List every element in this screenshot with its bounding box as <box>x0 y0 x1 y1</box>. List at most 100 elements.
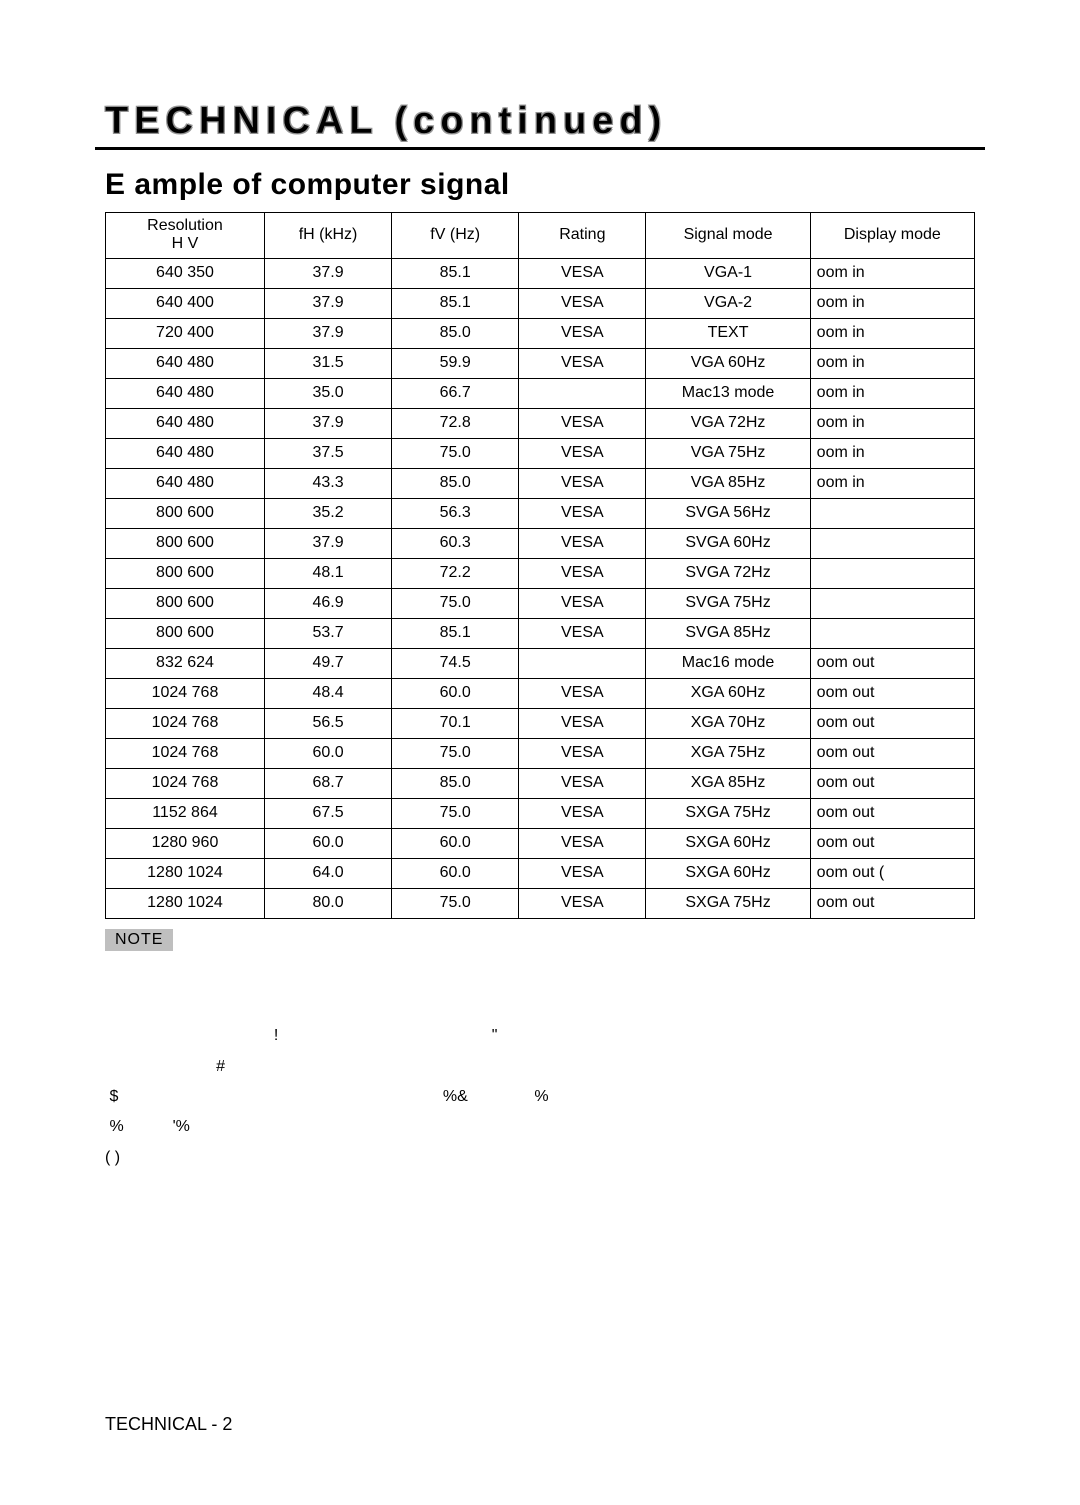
cell-rating: VESA <box>519 528 646 558</box>
cell-fv: 74.5 <box>392 648 519 678</box>
cell-fv: 75.0 <box>392 798 519 828</box>
cell-display-mode: oom out <box>810 648 974 678</box>
cell-rating: VESA <box>519 258 646 288</box>
cell-rating: VESA <box>519 558 646 588</box>
table-row: 1024 76860.075.0VESAXGA 75Hzoom out <box>106 738 975 768</box>
title-underline <box>95 147 985 150</box>
cell-display-mode <box>810 558 974 588</box>
cell-fh: 31.5 <box>264 348 391 378</box>
cell-display-mode: oom in <box>810 288 974 318</box>
page: TECHNICAL (continued) E ample of compute… <box>0 0 1080 1505</box>
table-row: 1280 102464.060.0VESASXGA 60Hzoom out ( <box>106 858 975 888</box>
cell-display-mode: oom out <box>810 828 974 858</box>
cell-signal-mode: XGA 70Hz <box>646 708 810 738</box>
cell-fh: 37.9 <box>264 258 391 288</box>
cell-fv: 66.7 <box>392 378 519 408</box>
cell-fv: 75.0 <box>392 738 519 768</box>
cell-signal-mode: VGA 60Hz <box>646 348 810 378</box>
page-footer: TECHNICAL - 2 <box>105 1414 232 1435</box>
table-row: 1024 76848.460.0VESAXGA 60Hzoom out <box>106 678 975 708</box>
cell-fv: 85.0 <box>392 768 519 798</box>
table-row: 640 48031.559.9VESAVGA 60Hzoom in <box>106 348 975 378</box>
cell-fv: 70.1 <box>392 708 519 738</box>
col-resolution-line2: H V <box>112 235 258 253</box>
cell-fh: 80.0 <box>264 888 391 918</box>
cell-signal-mode: VGA 72Hz <box>646 408 810 438</box>
table-row: 1280 96060.060.0VESASXGA 60Hzoom out <box>106 828 975 858</box>
table-row: 1024 76868.785.0VESAXGA 85Hzoom out <box>106 768 975 798</box>
col-display-mode: Display mode <box>810 213 974 259</box>
cell-fh: 48.1 <box>264 558 391 588</box>
cell-signal-mode: SXGA 60Hz <box>646 828 810 858</box>
cell-resolution: 1024 768 <box>106 678 265 708</box>
cell-fh: 64.0 <box>264 858 391 888</box>
table-row: 800 60035.256.3VESASVGA 56Hz <box>106 498 975 528</box>
cell-display-mode <box>810 588 974 618</box>
cell-fv: 85.0 <box>392 318 519 348</box>
col-signal-mode: Signal mode <box>646 213 810 259</box>
cell-display-mode <box>810 528 974 558</box>
cell-fh: 67.5 <box>264 798 391 828</box>
cell-signal-mode: SVGA 56Hz <box>646 498 810 528</box>
cell-signal-mode: XGA 85Hz <box>646 768 810 798</box>
table-row: 800 60048.172.2VESASVGA 72Hz <box>106 558 975 588</box>
cell-rating: VESA <box>519 858 646 888</box>
cell-resolution: 800 600 <box>106 498 265 528</box>
cell-fh: 37.9 <box>264 408 391 438</box>
cell-rating: VESA <box>519 318 646 348</box>
cell-fh: 60.0 <box>264 738 391 768</box>
col-resolution-line1: Resolution <box>112 217 258 235</box>
cell-display-mode: oom in <box>810 468 974 498</box>
cell-rating: VESA <box>519 738 646 768</box>
cell-rating: VESA <box>519 498 646 528</box>
cell-fv: 75.0 <box>392 588 519 618</box>
note-body: ! " # $ %& % % '% ( ) <box>105 951 985 1173</box>
table-row: 1280 102480.075.0VESASXGA 75Hzoom out <box>106 888 975 918</box>
cell-display-mode: oom out <box>810 798 974 828</box>
cell-resolution: 640 350 <box>106 258 265 288</box>
cell-fh: 53.7 <box>264 618 391 648</box>
cell-resolution: 800 600 <box>106 618 265 648</box>
cell-fh: 37.9 <box>264 288 391 318</box>
cell-rating: VESA <box>519 618 646 648</box>
cell-fv: 72.8 <box>392 408 519 438</box>
col-resolution: Resolution H V <box>106 213 265 259</box>
cell-resolution: 640 480 <box>106 348 265 378</box>
cell-rating: VESA <box>519 798 646 828</box>
cell-rating: VESA <box>519 678 646 708</box>
cell-resolution: 640 480 <box>106 438 265 468</box>
cell-display-mode: oom in <box>810 408 974 438</box>
cell-fh: 48.4 <box>264 678 391 708</box>
cell-fh: 35.0 <box>264 378 391 408</box>
table-row: 800 60046.975.0VESASVGA 75Hz <box>106 588 975 618</box>
table-row: 800 60037.960.3VESASVGA 60Hz <box>106 528 975 558</box>
cell-signal-mode: XGA 75Hz <box>646 738 810 768</box>
cell-fh: 68.7 <box>264 768 391 798</box>
cell-fv: 75.0 <box>392 438 519 468</box>
table-row: 640 48037.575.0VESAVGA 75Hzoom in <box>106 438 975 468</box>
note-block: NOTE ! " # $ <box>95 919 985 1173</box>
cell-signal-mode: VGA-2 <box>646 288 810 318</box>
cell-signal-mode: SXGA 75Hz <box>646 798 810 828</box>
document-title: TECHNICAL (continued) <box>95 100 985 143</box>
cell-rating <box>519 378 646 408</box>
cell-signal-mode: SXGA 60Hz <box>646 858 810 888</box>
cell-fh: 46.9 <box>264 588 391 618</box>
cell-display-mode: oom out <box>810 738 974 768</box>
cell-fv: 75.0 <box>392 888 519 918</box>
cell-rating: VESA <box>519 438 646 468</box>
cell-display-mode: oom out <box>810 678 974 708</box>
cell-resolution: 1280 1024 <box>106 858 265 888</box>
cell-fh: 37.9 <box>264 528 391 558</box>
cell-signal-mode: SVGA 75Hz <box>646 588 810 618</box>
cell-fh: 37.5 <box>264 438 391 468</box>
cell-fh: 37.9 <box>264 318 391 348</box>
cell-rating: VESA <box>519 828 646 858</box>
table-row: 640 48043.385.0VESAVGA 85Hzoom in <box>106 468 975 498</box>
signal-table-body: 640 35037.985.1VESAVGA-1oom in640 40037.… <box>106 258 975 918</box>
cell-resolution: 1280 960 <box>106 828 265 858</box>
table-row: 800 60053.785.1VESASVGA 85Hz <box>106 618 975 648</box>
cell-resolution: 640 480 <box>106 408 265 438</box>
cell-fh: 35.2 <box>264 498 391 528</box>
table-row: 640 48037.972.8VESAVGA 72Hzoom in <box>106 408 975 438</box>
